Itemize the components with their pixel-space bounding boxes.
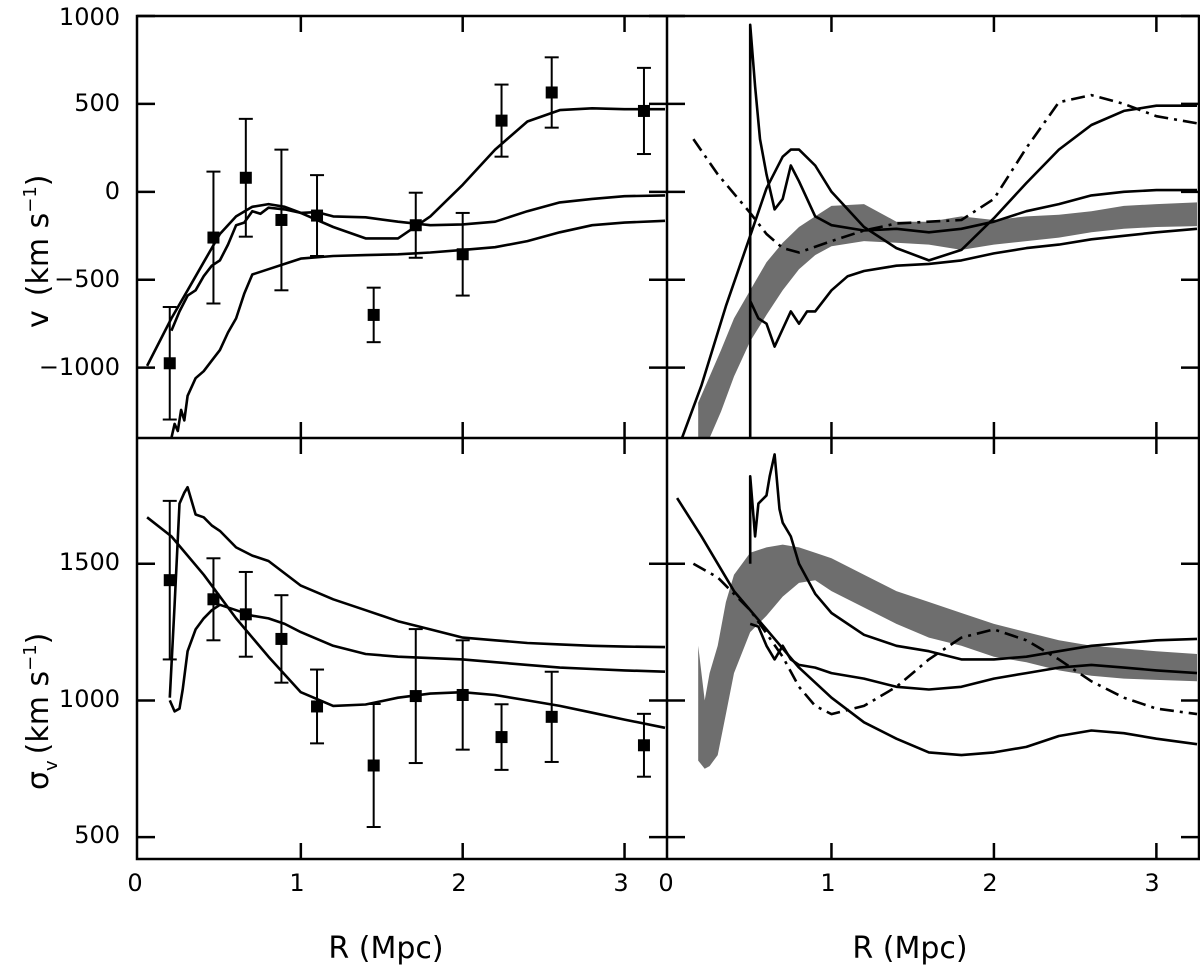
data-point: [545, 710, 558, 723]
data-point: [163, 574, 176, 587]
y-axis-label-top: v(km s−1): [20, 175, 56, 329]
y-label-symbol: σ: [21, 771, 56, 790]
y-tick-label: 500: [74, 89, 120, 117]
data-point: [456, 688, 469, 701]
y-tick-label: −500: [54, 265, 120, 293]
x-tick-label: 3: [1144, 869, 1159, 897]
y-tick-label: 1500: [59, 548, 120, 576]
series-line: [680, 104, 1197, 438]
panel-top-left: [145, 56, 666, 438]
data-point: [637, 104, 650, 117]
data-point: [495, 731, 508, 744]
series-line: [749, 622, 1198, 691]
x-tick-label: 2: [451, 869, 466, 897]
series-line: [145, 107, 665, 367]
y-label-exponent: −1: [20, 644, 41, 671]
y-label-exponent: −1: [20, 186, 41, 213]
series-line: [748, 453, 1198, 661]
svg-text:v(km s−1): v(km s−1): [20, 175, 56, 329]
data-point: [456, 248, 469, 261]
data-point: [275, 632, 288, 645]
series-line: [748, 23, 1197, 438]
y-label-units: (km s: [21, 213, 56, 296]
series-line: [146, 516, 666, 730]
x-tick-labels-left: 0 1 2 3: [127, 869, 628, 897]
series-line: [170, 219, 666, 438]
series-line: [692, 562, 1198, 716]
data-point: [207, 231, 220, 244]
data-point: [311, 209, 324, 222]
panel-top-right: [680, 23, 1198, 438]
series-line: [170, 194, 666, 332]
y-label-subscript: v: [41, 760, 62, 771]
data-point: [239, 171, 252, 184]
x-axis-label-right: R (Mpc): [852, 931, 967, 966]
data-point: [367, 759, 380, 772]
y-label-symbol: v: [21, 310, 56, 328]
data-point: [545, 86, 558, 99]
panel-frames: [135, 14, 1200, 861]
data-point: [637, 739, 650, 752]
data-point: [275, 213, 288, 226]
panel-bottom-right: [676, 453, 1198, 769]
y-tick-labels-top: 1000 500 0 −500 −1000: [39, 3, 120, 381]
y-tick-label: 1000: [59, 3, 120, 31]
data-point: [163, 357, 176, 370]
y-label-units: (km s: [21, 671, 56, 754]
y-tick-label: 500: [74, 821, 120, 849]
x-tick-label: 1: [820, 869, 835, 897]
data-point: [367, 308, 380, 321]
series-line: [749, 227, 1198, 348]
data-point: [239, 608, 252, 621]
x-tick-label: 1: [289, 869, 304, 897]
svg-text:σv(km s−1): σv(km s−1): [20, 633, 62, 790]
y-tick-labels-bottom: 1500 1000 500: [59, 548, 120, 849]
x-tick-label: 2: [982, 869, 997, 897]
x-tick-label: 0: [127, 869, 142, 897]
series-line: [168, 485, 666, 698]
x-axis-label-left: R (Mpc): [328, 931, 443, 966]
x-tick-labels-right: 0 1 2 3: [658, 869, 1159, 897]
data-point: [207, 593, 220, 606]
y-tick-label: 0: [105, 177, 120, 205]
data-point: [409, 690, 422, 703]
data-point: [495, 114, 508, 127]
y-axis-label-bottom: σv(km s−1): [20, 633, 62, 790]
series-line: [676, 497, 1198, 757]
x-tick-label: 0: [658, 869, 673, 897]
data-point: [311, 700, 324, 713]
x-tick-label: 3: [613, 869, 628, 897]
axis-ticks: [137, 14, 1199, 859]
shaded-band: [698, 202, 1197, 438]
data-point: [409, 219, 422, 232]
series-line: [168, 603, 666, 713]
y-tick-label: −1000: [39, 353, 120, 381]
shaded-band: [698, 544, 1197, 769]
y-tick-label: 1000: [59, 685, 120, 713]
panel-bottom-left: [146, 485, 666, 829]
